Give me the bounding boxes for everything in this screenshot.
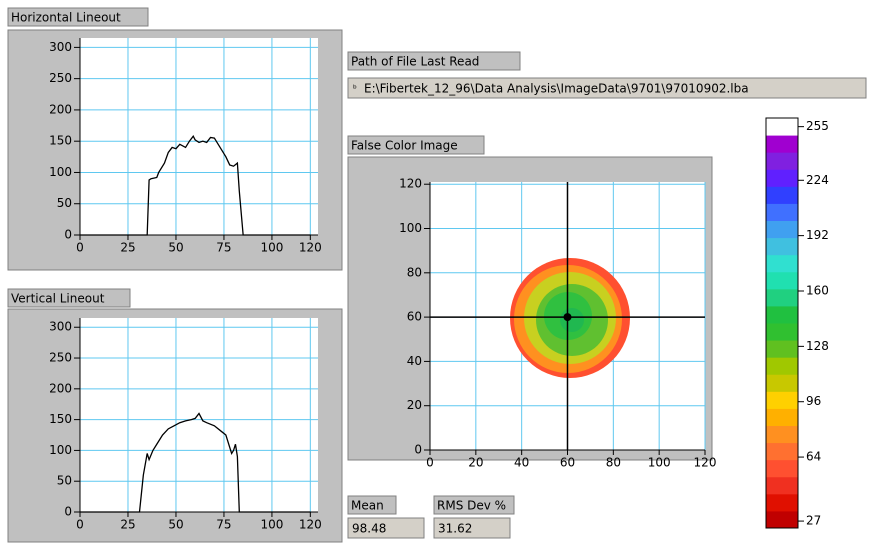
- y-tick-label: 200: [49, 102, 72, 116]
- y-tick-label: 250: [49, 351, 72, 365]
- vertical-title: Vertical Lineout: [11, 292, 105, 306]
- x-tick-label: 40: [514, 456, 529, 470]
- x-tick-label: 50: [168, 241, 183, 255]
- y-tick-label: 50: [57, 196, 72, 210]
- mean-value: 98.48: [352, 522, 386, 536]
- y-tick-label: 100: [49, 165, 72, 179]
- x-tick-label: 75: [216, 518, 231, 532]
- x-tick-label: 100: [260, 241, 283, 255]
- color-band: [766, 477, 798, 495]
- color-band: [766, 203, 798, 221]
- image-pixels: [560, 308, 584, 332]
- color-band: [766, 135, 798, 153]
- plot-area: [80, 38, 318, 235]
- color-band: [766, 186, 798, 204]
- color-band: [766, 221, 798, 239]
- color-band: [766, 255, 798, 273]
- y-tick-label: 200: [49, 381, 72, 395]
- color-band: [766, 494, 798, 512]
- color-band: [766, 118, 798, 136]
- colorbar-tick-label: 128: [806, 339, 829, 353]
- colorbar-tick-label: 27: [806, 514, 821, 528]
- color-band: [766, 272, 798, 290]
- rms-label: RMS Dev %: [437, 499, 506, 513]
- y-tick-label: 300: [49, 40, 72, 54]
- colorbar-tick-label: 255: [806, 119, 829, 133]
- x-tick-label: 100: [648, 456, 671, 470]
- x-tick-label: 80: [606, 456, 621, 470]
- image-title: False Color Image: [351, 139, 458, 153]
- color-band: [766, 238, 798, 256]
- colorbar-tick-label: 160: [806, 283, 829, 297]
- color-band: [766, 169, 798, 187]
- y-tick-label: 80: [407, 265, 422, 279]
- colorbar-tick-label: 64: [806, 450, 821, 464]
- path-value: E:\Fibertek_12_96\Data Analysis\ImageDat…: [364, 82, 749, 96]
- x-tick-label: 100: [260, 518, 283, 532]
- x-tick-label: 50: [168, 518, 183, 532]
- color-band: [766, 408, 798, 426]
- x-tick-label: 25: [120, 241, 135, 255]
- y-tick-label: 250: [49, 71, 72, 85]
- y-tick-label: 0: [64, 228, 72, 242]
- y-tick-label: 150: [49, 412, 72, 426]
- colorbar-tick-label: 224: [806, 173, 829, 187]
- colorbar-tick-label: 96: [806, 394, 821, 408]
- y-tick-label: 0: [64, 505, 72, 519]
- y-tick-label: 120: [399, 177, 422, 191]
- color-band: [766, 391, 798, 409]
- color-band: [766, 426, 798, 444]
- rms-value: 31.62: [438, 522, 472, 536]
- x-tick-label: 0: [76, 518, 84, 532]
- y-tick-label: 50: [57, 474, 72, 488]
- y-tick-label: 100: [399, 221, 422, 235]
- color-band: [766, 340, 798, 358]
- color-band: [766, 152, 798, 170]
- color-band: [766, 323, 798, 341]
- y-tick-label: 100: [49, 443, 72, 457]
- x-tick-label: 0: [426, 456, 434, 470]
- colorbar-tick-label: 192: [806, 228, 829, 242]
- color-band: [766, 374, 798, 392]
- x-tick-label: 0: [76, 241, 84, 255]
- path-label: Path of File Last Read: [351, 55, 479, 69]
- color-band: [766, 306, 798, 324]
- horizontal-title: Horizontal Lineout: [11, 11, 121, 25]
- x-tick-label: 120: [694, 456, 717, 470]
- color-band: [766, 511, 798, 529]
- color-band: [766, 443, 798, 461]
- screen: Horizontal Lineout Vertical Lineout Path…: [0, 0, 870, 544]
- x-tick-label: 60: [560, 456, 575, 470]
- y-tick-label: 40: [407, 354, 422, 368]
- y-tick-label: 300: [49, 320, 72, 334]
- y-tick-label: 150: [49, 134, 72, 148]
- x-tick-label: 20: [468, 456, 483, 470]
- y-tick-label: 20: [407, 398, 422, 412]
- x-tick-label: 25: [120, 518, 135, 532]
- color-band: [766, 357, 798, 375]
- x-tick-label: 120: [299, 518, 322, 532]
- color-band: [766, 460, 798, 478]
- plot-area: [80, 318, 318, 512]
- x-tick-label: 120: [299, 241, 322, 255]
- mean-label: Mean: [351, 499, 384, 513]
- y-tick-label: 60: [407, 310, 422, 324]
- x-tick-label: 75: [216, 241, 231, 255]
- path-icon: ᵇ: [353, 85, 357, 95]
- color-band: [766, 289, 798, 307]
- cursor-point: [564, 313, 572, 321]
- y-tick-label: 0: [414, 443, 422, 457]
